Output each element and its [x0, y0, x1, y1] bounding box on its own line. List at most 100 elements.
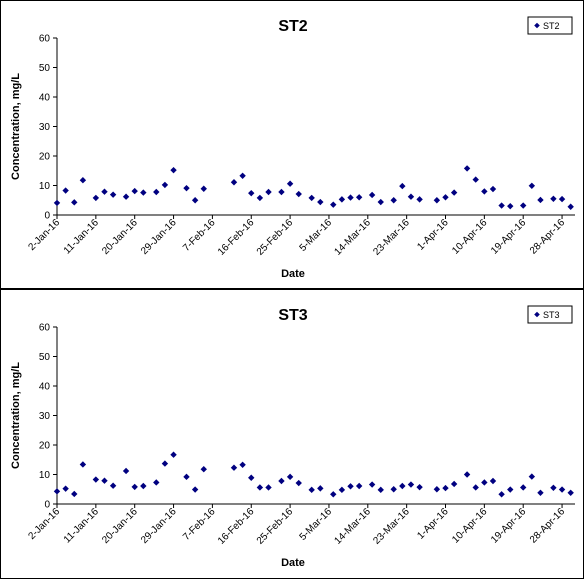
- data-point: [62, 187, 69, 194]
- x-tick-label: 19-Apr-16: [489, 217, 529, 257]
- x-tick-label: 16-Feb-16: [216, 217, 257, 258]
- data-point: [109, 482, 117, 489]
- data-point: [463, 471, 471, 478]
- data-point: [109, 191, 117, 198]
- y-tick-label: 0: [44, 211, 50, 222]
- x-tick-label: 25-Feb-16: [255, 217, 296, 258]
- chart-panel-st3: ST3 0 10 20 30 40 50 60 2-Jan-16 11-Jan-16 20-Jan-…: [0, 289, 584, 579]
- legend-box: [527, 16, 573, 35]
- x-tick-label: 25-Feb-16: [255, 506, 296, 547]
- data-point: [53, 199, 61, 207]
- data-point: [390, 486, 397, 493]
- data-point: [131, 483, 138, 491]
- data-point: [239, 172, 246, 179]
- data-point: [355, 482, 363, 490]
- y-axis-title: Concentration, mg/L: [10, 73, 22, 180]
- data-point: [338, 486, 346, 494]
- data-point: [472, 484, 479, 491]
- data-point: [256, 484, 264, 491]
- data-point: [92, 476, 100, 483]
- data-point: [183, 473, 190, 481]
- data-point: [416, 196, 423, 203]
- y-axis-title: Concentration, mg/L: [10, 362, 22, 469]
- y-tick-label: 60: [39, 34, 51, 45]
- x-tick-label: 19-Apr-16: [489, 506, 529, 546]
- data-point: [399, 182, 406, 190]
- x-tick-label: 20-Jan-16: [100, 506, 140, 546]
- x-tick-label: 5-Mar-16: [298, 506, 335, 543]
- data-point: [481, 188, 488, 195]
- data-point: [62, 485, 69, 492]
- data-point: [507, 486, 514, 493]
- data-point: [170, 451, 177, 458]
- data-point: [520, 484, 527, 491]
- data-point: [71, 490, 78, 498]
- data-point: [286, 180, 294, 187]
- data-point: [191, 486, 199, 493]
- x-tick-label: 23-Mar-16: [371, 217, 412, 258]
- data-point: [416, 483, 423, 491]
- data-point: [498, 202, 505, 209]
- data-point: [191, 197, 199, 204]
- data-point: [317, 485, 324, 492]
- x-tick-label: 28-Apr-16: [528, 506, 568, 546]
- x-tick-label: 5-Mar-16: [298, 217, 335, 254]
- x-tick-label: 10-Apr-16: [450, 506, 490, 546]
- data-point: [537, 196, 544, 204]
- data-point: [498, 491, 505, 498]
- data-point: [377, 486, 384, 494]
- x-tick-label: 10-Apr-16: [450, 217, 490, 257]
- data-point: [256, 194, 264, 202]
- legend: ST3: [527, 305, 573, 324]
- data-point: [278, 477, 285, 485]
- x-tick-label: 29-Jan-16: [139, 506, 179, 546]
- data-point: [489, 477, 497, 485]
- data-point: [347, 194, 354, 201]
- y-tick-label: 50: [39, 352, 51, 363]
- data-point: [230, 464, 238, 471]
- data-point: [278, 188, 285, 196]
- data-point: [550, 484, 557, 491]
- x-axis-title: Date: [281, 268, 305, 280]
- data-point: [550, 195, 557, 202]
- x-tick-label: 7-Feb-16: [181, 217, 218, 254]
- legend-box: [527, 305, 573, 324]
- data-point: [399, 482, 406, 490]
- chart-title: ST3: [278, 307, 307, 324]
- data-point: [101, 188, 108, 195]
- data-point: [295, 479, 302, 487]
- y-tick-label: 50: [39, 63, 51, 74]
- x-tick-label: 1-Apr-16: [415, 217, 451, 253]
- data-point: [330, 201, 337, 208]
- legend-marker-icon: [534, 22, 540, 29]
- data-point: [528, 473, 536, 480]
- data-point: [248, 474, 255, 481]
- chart-st2: ST2 0 10 20 30 40 50 60 2-Jan-16 11-Jan-16 20-Jan-…: [10, 16, 575, 280]
- data-point: [131, 187, 138, 195]
- y-tick-label: 0: [44, 500, 50, 511]
- legend: ST2: [527, 16, 573, 35]
- data-point: [442, 484, 449, 492]
- data-point: [308, 194, 315, 202]
- data-point: [140, 189, 147, 196]
- x-tick-label: 14-Mar-16: [333, 217, 374, 258]
- y-tick-label: 60: [39, 323, 51, 334]
- data-point: [528, 182, 536, 189]
- data-point: [368, 481, 376, 488]
- data-point: [53, 488, 61, 495]
- data-point: [170, 166, 177, 174]
- data-point: [463, 165, 471, 172]
- data-point: [286, 473, 294, 481]
- data-point: [200, 185, 207, 192]
- data-point: [558, 486, 566, 493]
- data-point: [489, 185, 497, 193]
- data-point: [295, 190, 302, 198]
- data-point: [161, 181, 169, 189]
- data-point: [317, 198, 324, 206]
- data-point: [537, 489, 544, 496]
- data-point: [407, 193, 415, 200]
- data-point: [200, 465, 207, 473]
- x-tick-label: 20-Jan-16: [100, 217, 140, 257]
- x-tick-label: 1-Apr-16: [415, 506, 451, 542]
- data-point: [433, 197, 441, 204]
